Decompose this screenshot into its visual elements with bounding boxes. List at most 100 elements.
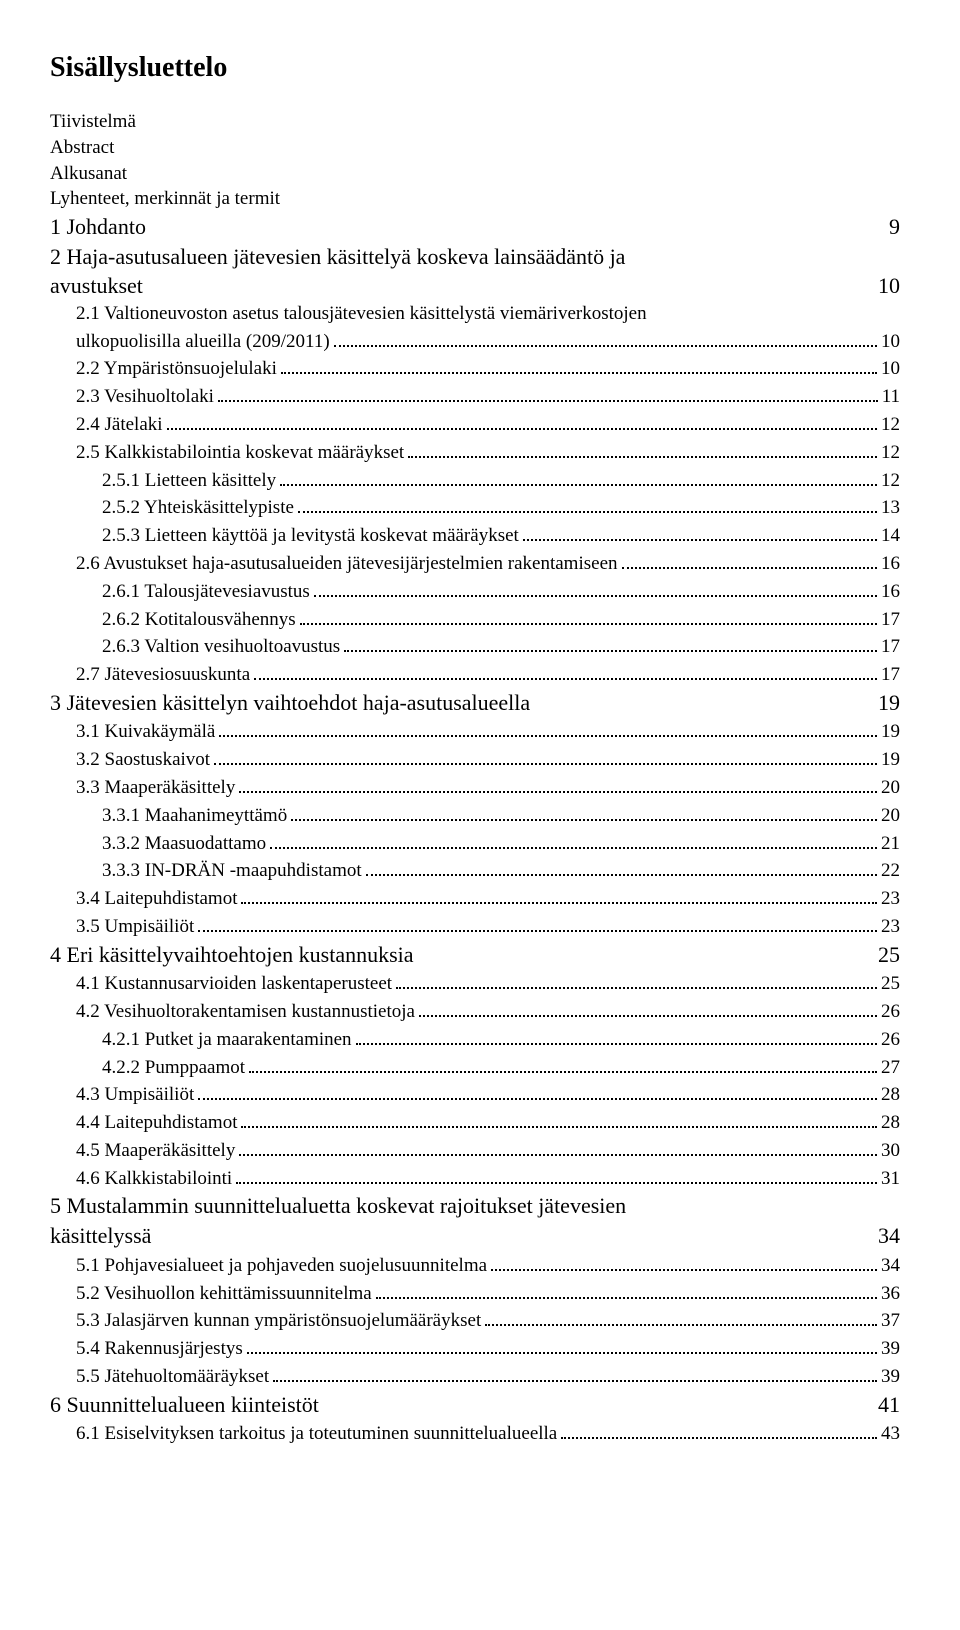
- toc-entry-label: 3.3 Maaperäkäsittely: [76, 776, 235, 801]
- leader-dots: [376, 1279, 877, 1298]
- toc-entry-label: 5.3 Jalasjärven kunnan ympäristönsuojelu…: [76, 1309, 481, 1334]
- toc-entry-page: 17: [881, 663, 900, 688]
- toc-entry-label: 5.2 Vesihuollon kehittämissuunnitelma: [76, 1282, 372, 1307]
- toc-entry: 3 Jätevesien käsittelyn vaihtoehdot haja…: [50, 689, 900, 718]
- leader-dots: [241, 885, 877, 904]
- toc-entry: käsittelyssä 34: [50, 1222, 900, 1251]
- toc-entry-page: 19: [881, 720, 900, 745]
- leader-dots: [167, 411, 877, 430]
- leader-dots: [236, 1165, 877, 1184]
- toc-entry-label: 3.5 Umpisäiliöt: [76, 915, 194, 940]
- toc-entry-page: 16: [881, 552, 900, 577]
- leader-dots: [239, 774, 877, 793]
- toc-entry-label: 4.2.2 Pumppaamot: [102, 1056, 245, 1081]
- front-matter-list: TiivistelmäAbstractAlkusanatLyhenteet, m…: [50, 110, 900, 212]
- toc-entry-label: 2.2 Ympäristönsuojelulaki: [76, 357, 277, 382]
- toc-entry-page: 16: [881, 580, 900, 605]
- leader-dots: [396, 970, 877, 989]
- toc-entry-label: 4.6 Kalkkistabilointi: [76, 1167, 232, 1192]
- toc-entry-label: 4.1 Kustannusarvioiden laskentaperusteet: [76, 972, 392, 997]
- toc-entry-label: 3.3.1 Maahanimeyttämö: [102, 804, 287, 829]
- toc-entry-page: 28: [881, 1111, 900, 1136]
- toc-entry-label: 5.4 Rakennusjärjestys: [76, 1337, 243, 1362]
- toc-entry: 2 Haja-asutusalueen jätevesien käsittely…: [50, 243, 900, 272]
- toc-entry-page: 13: [881, 496, 900, 521]
- toc-entry-label: 2.4 Jätelaki: [76, 413, 163, 438]
- leader-dots: [298, 494, 877, 513]
- toc-entry-label: 2.7 Jätevesiosuuskunta: [76, 663, 250, 688]
- leader-dots: [214, 746, 877, 765]
- toc-entry-label: 2.5 Kalkkistabilointia koskevat määräyks…: [76, 441, 404, 466]
- toc-entry-page: 20: [881, 804, 900, 829]
- toc-entry-page: 39: [881, 1337, 900, 1362]
- toc-entry-label: 2.6.3 Valtion vesihuoltoavustus: [102, 635, 340, 660]
- toc-entry-page: 41: [878, 1391, 900, 1420]
- toc-entry-page: 25: [881, 972, 900, 997]
- toc-entry: 3.3.3 IN-DRÄN -maapuhdistamot22: [50, 857, 900, 884]
- toc-entry: 4.6 Kalkkistabilointi31: [50, 1165, 900, 1192]
- toc-entry-label: 2 Haja-asutusalueen jätevesien käsittely…: [50, 243, 625, 272]
- toc-entry: 3.3 Maaperäkäsittely20: [50, 774, 900, 801]
- toc-entry: 4.2.1 Putket ja maarakentaminen26: [50, 1026, 900, 1053]
- toc-entry-label: ulkopuolisilla alueilla (209/2011): [76, 330, 330, 355]
- front-item: Alkusanat: [50, 162, 900, 187]
- toc-entry-page: 39: [881, 1365, 900, 1390]
- toc-entry-label: 5.5 Jätehuoltomääräykset: [76, 1365, 269, 1390]
- leader-dots: [334, 328, 877, 347]
- toc-entry-label: 2.5.2 Yhteiskäsittelypiste: [102, 496, 294, 521]
- toc-entry: 2.6.2 Kotitalousvähennys17: [50, 605, 900, 632]
- toc-entry-label: käsittelyssä: [50, 1222, 151, 1251]
- leader-dots: [254, 661, 877, 680]
- leader-dots: [419, 998, 877, 1017]
- toc-entry-page: 10: [878, 272, 900, 301]
- toc-entry: 3.4 Laitepuhdistamot 23: [50, 885, 900, 912]
- toc-entry-label: 5 Mustalammin suunnittelualuetta koskeva…: [50, 1192, 626, 1221]
- toc-entry-label: 2.6.2 Kotitalousvähennys: [102, 608, 296, 633]
- toc-entry-page: 21: [881, 832, 900, 857]
- toc-list: 1 Johdanto92 Haja-asutusalueen jätevesie…: [50, 213, 900, 1447]
- toc-entry-page: 34: [878, 1222, 900, 1251]
- toc-entry-label: 3.1 Kuivakäymälä: [76, 720, 215, 745]
- toc-entry-page: 14: [881, 524, 900, 549]
- toc-entry-page: 22: [881, 859, 900, 884]
- toc-entry-page: 23: [881, 887, 900, 912]
- leader-dots: [344, 633, 877, 652]
- toc-entry: 1 Johdanto9: [50, 213, 900, 242]
- toc-entry: 4.4 Laitepuhdistamot28: [50, 1109, 900, 1136]
- leader-dots: [523, 522, 877, 541]
- toc-entry-label: 5.1 Pohjavesialueet ja pohjaveden suojel…: [76, 1254, 487, 1279]
- toc-entry-page: 28: [881, 1083, 900, 1108]
- leader-dots: [491, 1252, 877, 1271]
- toc-entry-page: 26: [881, 1028, 900, 1053]
- toc-entry-page: 43: [881, 1422, 900, 1447]
- toc-entry-page: 12: [881, 469, 900, 494]
- toc-entry: 2.1 Valtioneuvoston asetus talousjäteves…: [50, 302, 900, 327]
- toc-entry: 5.1 Pohjavesialueet ja pohjaveden suojel…: [50, 1252, 900, 1279]
- toc-entry: 2.2 Ympäristönsuojelulaki10: [50, 355, 900, 382]
- leader-dots: [249, 1054, 877, 1073]
- toc-entry-page: 23: [881, 915, 900, 940]
- toc-entry-label: 3.4 Laitepuhdistamot: [76, 887, 237, 912]
- leader-dots: [300, 605, 877, 624]
- toc-entry-page: 37: [881, 1309, 900, 1334]
- leader-dots: [247, 1335, 877, 1354]
- toc-entry: 4.1 Kustannusarvioiden laskentaperusteet…: [50, 970, 900, 997]
- leader-dots: [239, 1137, 877, 1156]
- toc-entry: 2.6 Avustukset haja-asutusalueiden jätev…: [50, 550, 900, 577]
- toc-entry-page: 9: [889, 213, 900, 242]
- leader-dots: [273, 1363, 877, 1382]
- toc-entry-label: 4.5 Maaperäkäsittely: [76, 1139, 235, 1164]
- front-item: Tiivistelmä: [50, 110, 900, 135]
- toc-entry-label: 6.1 Esiselvityksen tarkoitus ja toteutum…: [76, 1422, 557, 1447]
- toc-entry: 5.4 Rakennusjärjestys 39: [50, 1335, 900, 1362]
- toc-entry-label: 4.2 Vesihuoltorakentamisen kustannustiet…: [76, 1000, 415, 1025]
- toc-entry: 2.4 Jätelaki12: [50, 411, 900, 438]
- leader-dots: [281, 355, 877, 374]
- toc-entry: 2.5.2 Yhteiskäsittelypiste 13: [50, 494, 900, 521]
- toc-entry: 4 Eri käsittelyvaihtoehtojen kustannuksi…: [50, 941, 900, 970]
- toc-entry-page: 11: [882, 385, 900, 410]
- toc-entry-label: 2.5.1 Lietteen käsittely: [102, 469, 276, 494]
- toc-entry: 5 Mustalammin suunnittelualuetta koskeva…: [50, 1192, 900, 1221]
- toc-entry-page: 19: [881, 748, 900, 773]
- toc-entry-page: 26: [881, 1000, 900, 1025]
